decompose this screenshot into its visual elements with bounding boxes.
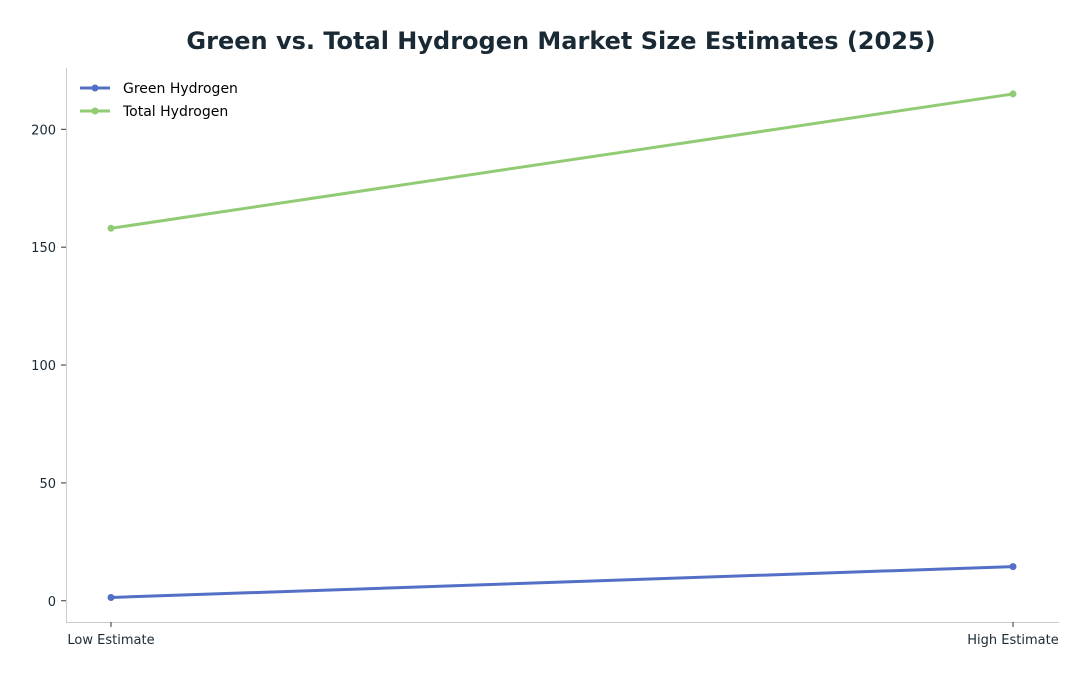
y-tick-label: 200 [31,123,56,138]
y-tick-label: 100 [31,359,56,374]
total-hydrogen-point [107,224,115,232]
green-hydrogen-point [107,593,115,601]
legend-green-hydrogen-label: Green Hydrogen [123,81,238,97]
y-tick-label: 0 [48,595,56,610]
x-tick-label: High Estimate [967,633,1058,648]
chart-title: Green vs. Total Hydrogen Market Size Est… [186,27,935,55]
green-hydrogen-line [109,565,1015,599]
total-hydrogen-line [109,92,1015,230]
green-hydrogen-point [1009,563,1017,571]
legend-total-hydrogen-marker [91,107,99,115]
x-ticks: Low Estimate High Estimate [67,622,1059,648]
legend-green-hydrogen-marker [91,84,99,92]
y-tick-label: 50 [39,477,56,492]
legend: Green Hydrogen Total Hydrogen [80,81,238,120]
y-tick-label: 150 [31,241,56,256]
total-hydrogen-point [1009,90,1017,98]
series-layer [107,90,1017,601]
y-ticks: 0 50 100 150 200 [31,123,66,610]
x-tick-label: Low Estimate [67,633,154,648]
legend-total-hydrogen-label: Total Hydrogen [122,104,228,120]
